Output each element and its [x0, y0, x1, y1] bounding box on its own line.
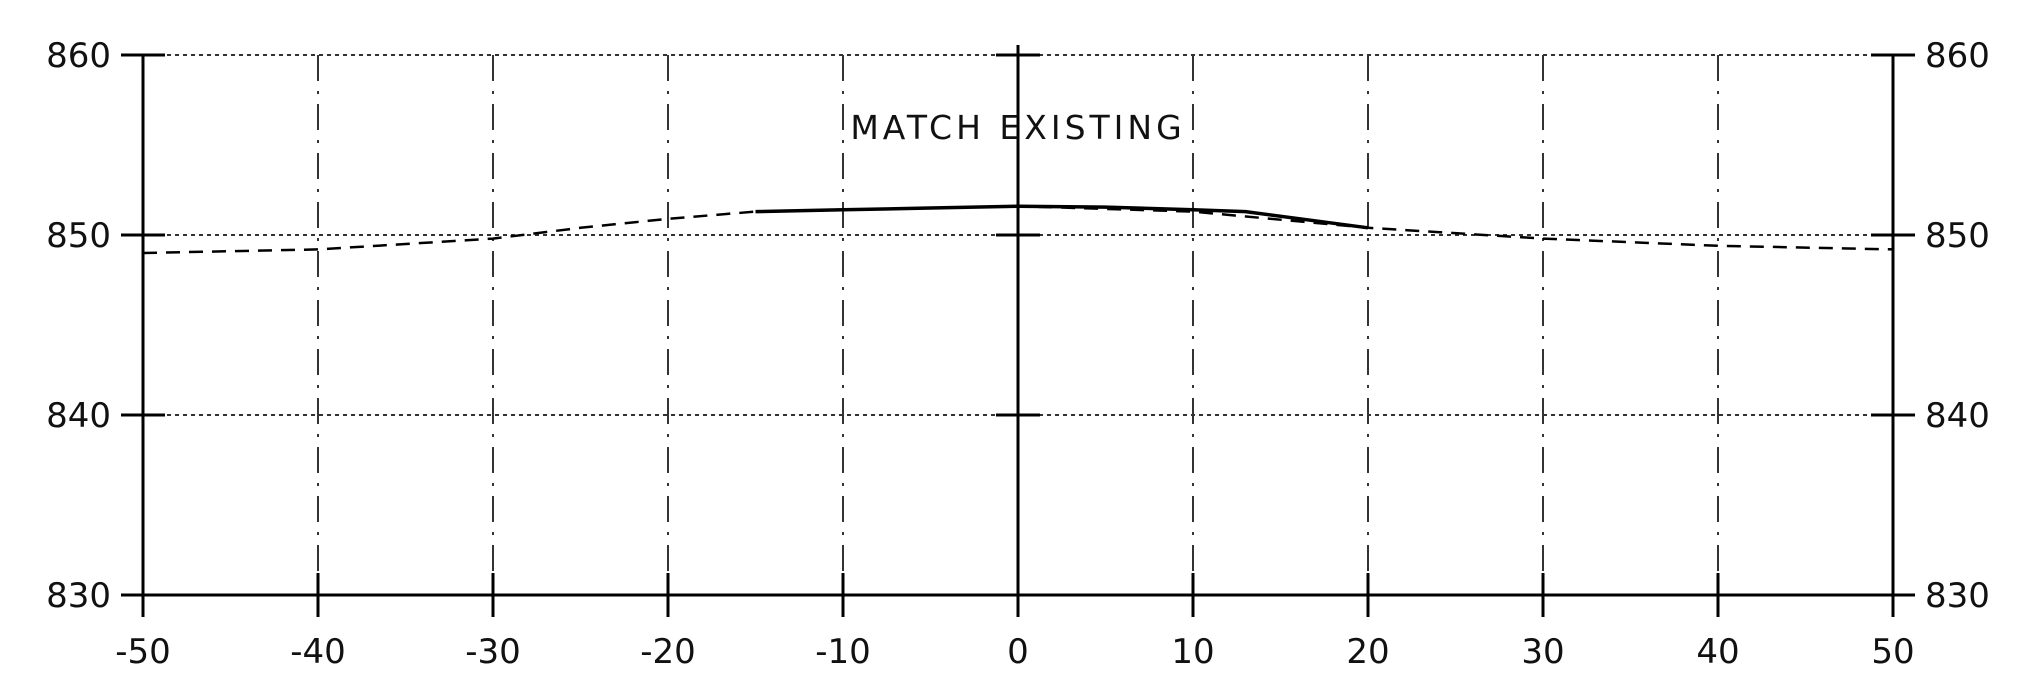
y-tick-label-left: 840: [46, 396, 111, 436]
y-tick-label-right: 830: [1925, 576, 1990, 616]
series-line-solid: [755, 204, 1369, 230]
tick-labels: -50 -40 -30 -20 -10 0 10 20 30 40 50 830 830 840 840 85…: [46, 36, 1990, 672]
y-tick-label-left: 830: [46, 576, 111, 616]
x-tick-label: -10: [815, 632, 871, 672]
x-tick-label: 20: [1346, 632, 1389, 672]
x-tick-label: -30: [465, 632, 521, 672]
x-tick-label: 30: [1521, 632, 1564, 672]
annotation-label: MATCH EXISTING: [850, 108, 1185, 147]
y-tick-label-right: 840: [1925, 396, 1990, 436]
y-tick-label-right: 860: [1925, 36, 1990, 76]
chart-frame: [121, 45, 1915, 617]
series-group: [142, 204, 1894, 255]
y-tick-label-left: 860: [46, 36, 111, 76]
x-tick-label: 0: [1007, 632, 1029, 672]
x-tick-label: 10: [1171, 632, 1214, 672]
x-tick-label: -20: [640, 632, 696, 672]
x-tick-label: 50: [1871, 632, 1914, 672]
x-tick-label: -40: [290, 632, 346, 672]
x-tick-label: 40: [1696, 632, 1739, 672]
y-tick-label-left: 850: [46, 216, 111, 256]
y-tick-label-right: 850: [1925, 216, 1990, 256]
x-tick-label: -50: [115, 632, 171, 672]
